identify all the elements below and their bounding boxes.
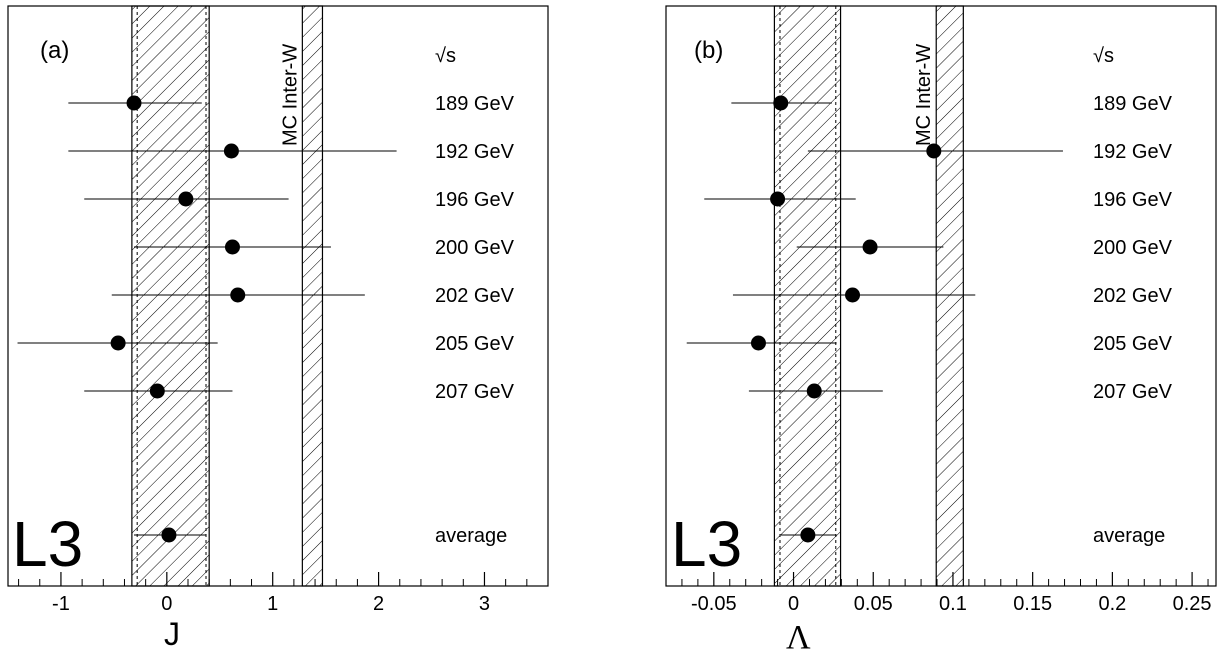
energy-label: 207 GeV [435, 381, 515, 403]
mc-band [935, 5, 964, 587]
x-tick-label: 0.25 [1173, 593, 1212, 615]
mc-band-label: MC Inter-W [279, 44, 301, 146]
data-point [126, 95, 142, 111]
panel-b-header: √s [1093, 45, 1114, 67]
panel-a-xlabel: J [164, 616, 180, 652]
measured-band [773, 5, 842, 587]
panel-a-points: 189 GeV 192 GeV 196 GeV 200 GeV 202 GeV 205 G… [17, 93, 515, 547]
panel-b-frame [665, 5, 1217, 587]
energy-label: 196 GeV [435, 189, 515, 211]
data-point [770, 191, 786, 207]
data-point [773, 95, 789, 111]
data-point [230, 287, 246, 303]
panel-b-bands: MC Inter-W [773, 5, 964, 587]
panel-a-frame [7, 5, 549, 587]
panel-a: MC Inter-W -1 0 1 2 3 189 GeV 192 GeV 196 GeV 2… [7, 5, 549, 652]
data-point [110, 335, 126, 351]
data-point [862, 239, 878, 255]
data-point [806, 383, 822, 399]
energy-label: 192 GeV [435, 141, 515, 163]
x-tick-label: 0.05 [854, 593, 893, 615]
data-point [800, 527, 816, 543]
x-tick-label: 3 [479, 593, 490, 615]
data-point [845, 287, 861, 303]
energy-label: 189 GeV [435, 93, 515, 115]
panel-a-header: √s [435, 45, 456, 67]
panel-a-logo: L3 [12, 508, 83, 580]
panel-b-xlabel: Λ [786, 619, 811, 654]
panel-b-points: 189 GeV 192 GeV 196 GeV 200 GeV 202 GeV 205 G… [686, 93, 1173, 547]
panel-b-label: (b) [694, 37, 723, 64]
energy-label: 200 GeV [435, 237, 515, 259]
panel-b-logo: L3 [671, 508, 742, 580]
x-tick-label: 0.15 [1013, 593, 1052, 615]
data-point [223, 143, 239, 159]
x-tick-label: -0.05 [691, 593, 737, 615]
data-point [149, 383, 165, 399]
x-tick-label: 0 [788, 593, 799, 615]
energy-label: 196 GeV [1093, 189, 1173, 211]
mc-band [301, 5, 324, 587]
x-tick-label: 1 [267, 593, 278, 615]
x-tick-label: -1 [52, 593, 70, 615]
x-tick-label: 2 [373, 593, 384, 615]
energy-label: 205 GeV [435, 333, 515, 355]
x-tick-label: 0.2 [1098, 593, 1126, 615]
panel-a-ticks: -1 0 1 2 3 [18, 572, 549, 615]
mc-band-label: MC Inter-W [913, 44, 935, 146]
data-point [750, 335, 766, 351]
panel-a-bands: MC Inter-W [131, 5, 324, 587]
x-tick-label: 0.1 [939, 593, 967, 615]
energy-label: 189 GeV [1093, 93, 1173, 115]
x-tick-label: 0 [161, 593, 172, 615]
energy-label: average [435, 525, 507, 547]
panel-a-label: (a) [40, 37, 69, 64]
energy-label: average [1093, 525, 1165, 547]
data-point [178, 191, 194, 207]
data-point [224, 239, 240, 255]
energy-label: 205 GeV [1093, 333, 1173, 355]
panel-b: MC Inter-W -0.05 0 0.05 0.1 0.15 0.2 0.25 189 … [665, 5, 1217, 654]
data-point [926, 143, 942, 159]
measured-band [131, 5, 210, 587]
energy-label: 207 GeV [1093, 381, 1173, 403]
energy-label: 202 GeV [1093, 285, 1173, 307]
energy-label: 200 GeV [1093, 237, 1173, 259]
energy-label: 202 GeV [435, 285, 515, 307]
energy-label: 192 GeV [1093, 141, 1173, 163]
panel-b-ticks: -0.05 0 0.05 0.1 0.15 0.2 0.25 [665, 572, 1212, 615]
data-point [161, 527, 177, 543]
